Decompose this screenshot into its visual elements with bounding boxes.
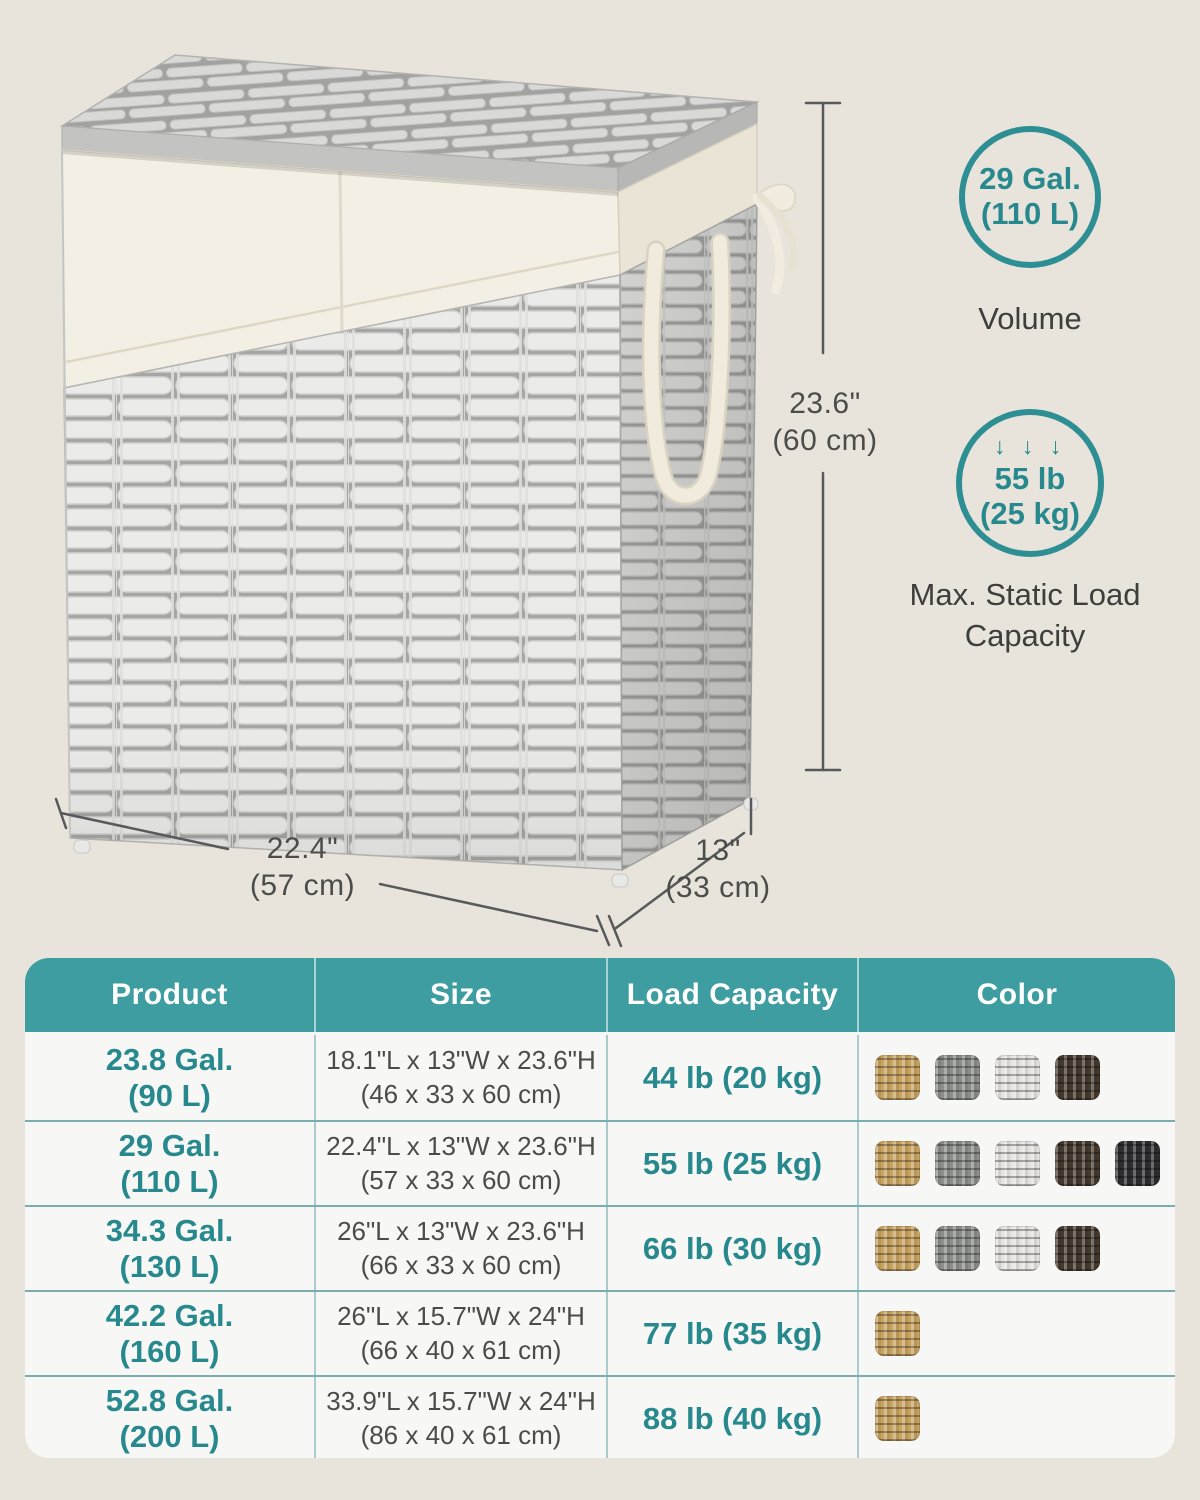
size-cm: (57 x 33 x 60 cm) (360, 1164, 562, 1195)
depth-dimension-label: 13" (33 cm) (643, 833, 793, 906)
color-swatch-camel (875, 1141, 920, 1186)
table-row: 42.2 Gal. (160 L) 26"L x 15.7"W x 24"H (… (25, 1290, 1175, 1375)
max-load-badge: ↓ ↓ ↓ 55 lb (25 kg) (956, 409, 1104, 557)
size-inches: 18.1"L x 13"W x 23.6"H (326, 1044, 596, 1075)
product-liters: (130 L) (119, 1248, 220, 1284)
header-product: Product (25, 958, 316, 1032)
load-cell: 55 lb (25 kg) (608, 1122, 859, 1205)
color-swatch-brown (1055, 1055, 1100, 1100)
color-swatch-gray (935, 1055, 980, 1100)
hamper-liner (61, 122, 758, 389)
height-cm: (60 cm) (772, 423, 878, 457)
color-swatch-camel (875, 1055, 920, 1100)
color-cell (859, 1207, 1175, 1290)
header-load-capacity: Load Capacity (608, 958, 859, 1032)
header-color: Color (976, 978, 1058, 1011)
header-size: Size (316, 958, 608, 1032)
size-inches: 22.4"L x 13"W x 23.6"H (326, 1130, 596, 1161)
color-cell (859, 1122, 1175, 1205)
volume-value-l: (110 L) (980, 196, 1080, 231)
product-gal: 29 Gal. (118, 1128, 221, 1164)
size-inches: 33.9"L x 15.7"W x 24"H (326, 1385, 596, 1416)
volume-badge-caption: Volume (978, 301, 1082, 336)
color-swatch-black (1115, 1141, 1160, 1186)
color-swatch-white (995, 1226, 1040, 1271)
product-liters: (200 L) (119, 1418, 220, 1454)
dimension-lines (54, 101, 842, 948)
liner-ribbon (752, 183, 798, 295)
load-value-kg: (25 kg) (980, 495, 1080, 531)
product-gal: 34.3 Gal. (105, 1213, 234, 1249)
max-load-badge-caption: Max. Static Load Capacity (875, 575, 1175, 657)
height-inches: 23.6" (789, 387, 861, 420)
max-load-caption-line2: Capacity (964, 617, 1086, 653)
size-cell: 22.4"L x 13"W x 23.6"H (57 x 33 x 60 cm) (316, 1122, 608, 1205)
hamper-handle (641, 232, 731, 506)
size-cell: 26"L x 13"W x 23.6"H (66 x 33 x 60 cm) (316, 1207, 608, 1290)
table-header-row: Product Size Load Capacity Color (25, 958, 1175, 1032)
size-cell: 18.1"L x 13"W x 23.6"H (46 x 33 x 60 cm) (316, 1035, 608, 1120)
size-cell: 33.9"L x 15.7"W x 24"H (86 x 40 x 61 cm) (316, 1377, 608, 1458)
product-cell: 29 Gal. (110 L) (25, 1122, 316, 1205)
product-gal: 52.8 Gal. (105, 1383, 234, 1419)
max-load-caption-line1: Max. Static Load (909, 577, 1141, 612)
size-cm: (66 x 33 x 60 cm) (360, 1249, 562, 1280)
color-cell (859, 1377, 1175, 1458)
table-row: 23.8 Gal. (90 L) 18.1"L x 13"W x 23.6"H … (25, 1035, 1175, 1120)
down-arrows-icon: ↓ ↓ ↓ (993, 432, 1067, 459)
width-cm: (57 cm) (249, 868, 356, 902)
product-gal: 42.2 Gal. (105, 1298, 234, 1334)
product-gal: 23.8 Gal. (105, 1042, 234, 1078)
product-liters: (160 L) (119, 1333, 220, 1369)
color-swatch-camel (875, 1311, 920, 1356)
size-cell: 26"L x 15.7"W x 24"H (66 x 40 x 61 cm) (316, 1292, 608, 1375)
color-swatch-camel (875, 1226, 920, 1271)
size-cm: (46 x 33 x 60 cm) (360, 1078, 562, 1109)
hamper-illustration (54, 54, 842, 948)
size-comparison-table: Product Size Load Capacity Color 23.8 Ga… (25, 958, 1175, 1458)
volume-badge: 29 Gal. (110 L) (959, 126, 1101, 268)
size-cm: (66 x 40 x 61 cm) (360, 1334, 562, 1365)
product-cell: 23.8 Gal. (90 L) (25, 1035, 316, 1120)
load-cell: 88 lb (40 kg) (608, 1377, 859, 1458)
color-swatch-white (995, 1055, 1040, 1100)
load-cell: 77 lb (35 kg) (608, 1292, 859, 1375)
table-row: 52.8 Gal. (200 L) 33.9"L x 15.7"W x 24"H… (25, 1375, 1175, 1458)
product-cell: 42.2 Gal. (160 L) (25, 1292, 316, 1375)
table-row: 34.3 Gal. (130 L) 26"L x 13"W x 23.6"H (… (25, 1205, 1175, 1290)
hamper-feet (73, 797, 759, 888)
load-cell: 66 lb (30 kg) (608, 1207, 859, 1290)
product-cell: 34.3 Gal. (130 L) (25, 1207, 316, 1290)
color-swatch-camel (875, 1396, 920, 1441)
color-swatch-gray (935, 1226, 980, 1271)
color-swatch-brown (1055, 1226, 1100, 1271)
size-inches: 26"L x 15.7"W x 24"H (337, 1300, 585, 1331)
hamper-lid (59, 54, 760, 193)
product-liters: (90 L) (128, 1077, 211, 1113)
product-liters: (110 L) (120, 1163, 219, 1199)
color-cell (859, 1292, 1175, 1375)
height-dimension-label: 23.6" (60 cm) (745, 386, 905, 459)
color-swatch-brown (1055, 1141, 1100, 1186)
width-dimension-label: 22.4" (57 cm) (205, 831, 400, 904)
size-cm: (86 x 40 x 61 cm) (360, 1419, 562, 1450)
depth-inches: 13" (695, 834, 741, 867)
size-inches: 26"L x 13"W x 23.6"H (337, 1215, 585, 1246)
width-inches: 22.4" (266, 832, 339, 865)
color-swatch-gray (935, 1141, 980, 1186)
table-row: 29 Gal. (110 L) 22.4"L x 13"W x 23.6"H (… (25, 1120, 1175, 1205)
load-cell: 44 lb (20 kg) (608, 1035, 859, 1120)
table-body: 23.8 Gal. (90 L) 18.1"L x 13"W x 23.6"H … (25, 1035, 1175, 1458)
volume-value-gal: 29 Gal. (979, 161, 1081, 197)
load-value-lb: 55 lb (994, 460, 1066, 496)
color-swatch-white (995, 1141, 1040, 1186)
color-cell (859, 1035, 1175, 1120)
depth-cm: (33 cm) (665, 870, 771, 904)
product-cell: 52.8 Gal. (200 L) (25, 1377, 316, 1458)
